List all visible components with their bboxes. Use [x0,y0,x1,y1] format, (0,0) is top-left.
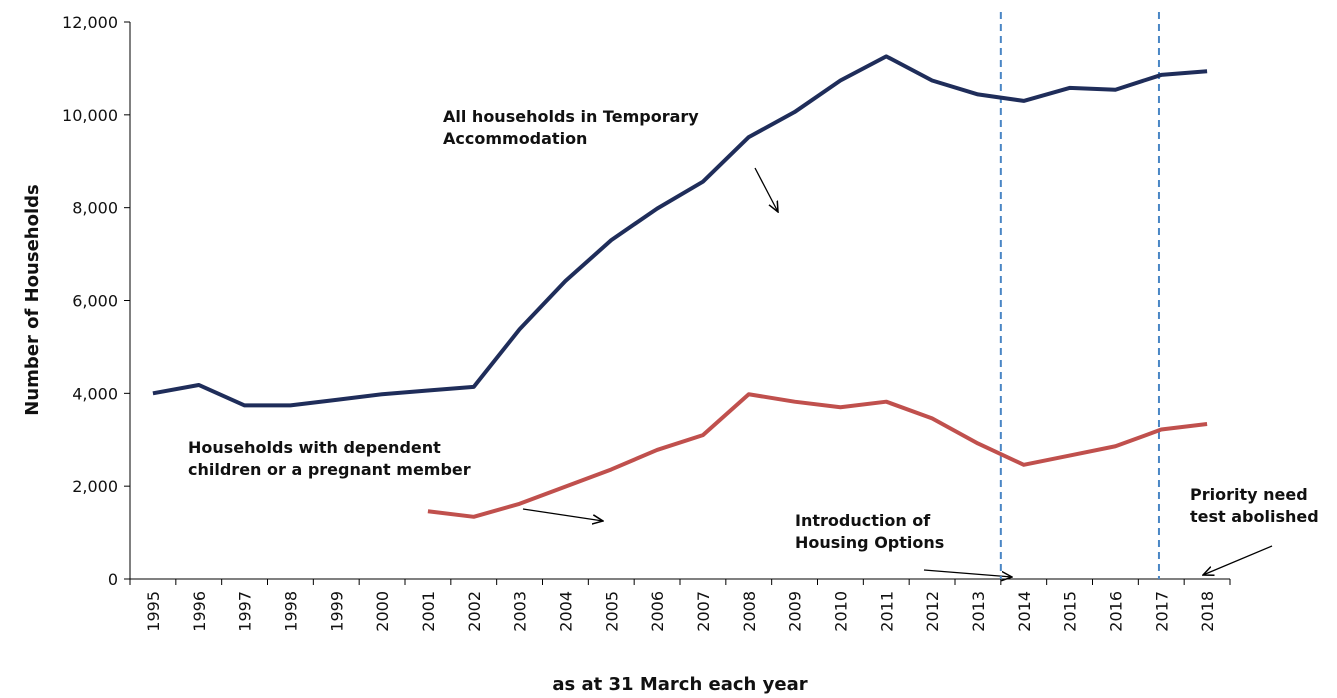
x-tick-label: 2003 [511,591,530,632]
annotation: Households with dependent [188,438,441,457]
x-tick-label: 1998 [281,591,300,632]
y-tick-label: 6,000 [72,292,118,311]
x-tick-label: 2000 [373,591,392,632]
x-axis-title: as at 31 March each year [552,674,807,695]
arrow [1203,545,1273,575]
series-line [427,392,1208,519]
x-tick-label: 2011 [877,591,896,632]
x-tick-label: 2016 [1106,591,1125,632]
y-tick-label: 2,000 [72,477,118,496]
x-tick-label: 2001 [419,591,438,632]
x-tick-label: 2005 [602,591,621,632]
series-line [152,54,1208,408]
y-tick-label: 8,000 [72,199,118,218]
arrow [923,569,1012,577]
x-tick-label: 2018 [1198,591,1217,632]
annotation: Introduction of [795,511,931,530]
x-tick-label: 2004 [556,591,575,632]
x-tick-label: 2017 [1152,591,1171,632]
x-tick-label: 2002 [465,591,484,632]
x-tick-label: 1995 [144,591,163,632]
y-tick-label: 0 [108,570,118,589]
annotation: Accommodation [443,129,587,148]
arrow [754,167,778,212]
y-tick-label: 12,000 [62,13,118,32]
y-tick-label: 10,000 [62,106,118,125]
annotation: children or a pregnant member [188,460,471,479]
x-tick-label: 2006 [648,591,667,632]
x-tick-label: 2014 [1015,591,1034,632]
x-tick-label: 2015 [1061,591,1080,632]
x-tick-label: 2009 [786,591,805,632]
y-axis-title: Number of Households [22,184,43,415]
x-tick-label: 1999 [327,591,346,632]
annotation: test abolished [1190,507,1319,526]
y-tick-label: 4,000 [72,384,118,403]
x-tick-label: 2013 [969,591,988,632]
x-tick-label: 2007 [694,591,713,632]
x-tick-label: 1996 [190,591,209,632]
annotation: All households in Temporary [443,107,699,126]
x-tick-label: 2008 [740,591,759,632]
x-tick-label: 2010 [831,591,850,632]
annotation: Priority need [1190,485,1308,504]
x-tick-label: 1997 [236,591,255,632]
x-tick-label: 2012 [923,591,942,632]
arrow [522,508,603,521]
annotation: Housing Options [795,533,944,552]
